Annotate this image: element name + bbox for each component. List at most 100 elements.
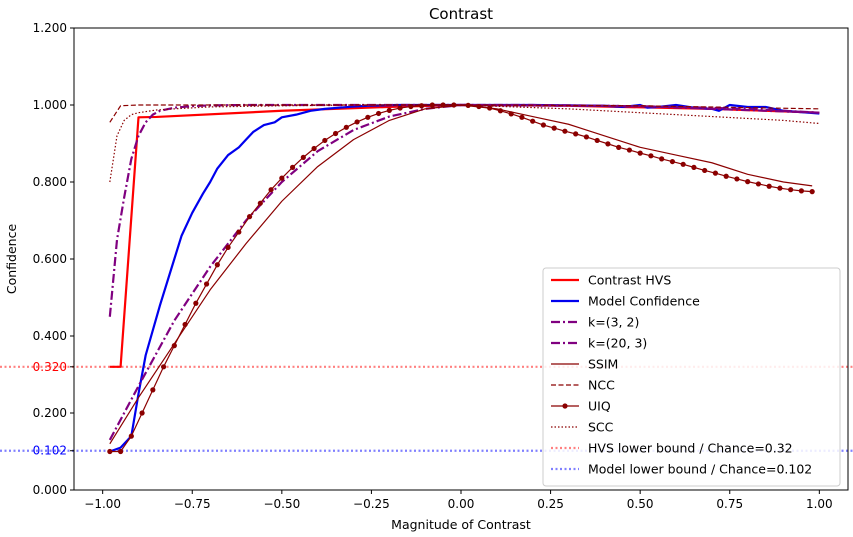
point-uiq bbox=[540, 122, 547, 128]
legend: Contrast HVS Model Confidence k=(3, 2) k=(2… bbox=[542, 267, 841, 487]
x-tick-label: −1.00 bbox=[84, 497, 121, 511]
y-tick-label-extra: 0.320 bbox=[33, 360, 67, 374]
y-tick-label: 1.000 bbox=[33, 98, 67, 112]
point-uiq bbox=[203, 281, 210, 287]
point-uiq bbox=[626, 147, 633, 153]
y-axis: 0.000 0.200 0.400 0.600 0.800 1.000 1.200 0.320… bbox=[33, 21, 74, 497]
point-uiq bbox=[755, 181, 762, 187]
plot-area bbox=[0, 102, 853, 455]
point-uiq bbox=[343, 124, 349, 130]
legend-entry-scc: SCC bbox=[551, 420, 614, 435]
y-tick-label-extra: 0.102 bbox=[33, 444, 67, 458]
point-uiq bbox=[637, 150, 643, 156]
x-tick-label: 0.25 bbox=[537, 497, 564, 511]
x-axis-label: Magnitude of Contrast bbox=[391, 517, 531, 532]
x-tick-label: 0.75 bbox=[716, 497, 743, 511]
y-tick-label: 0.200 bbox=[33, 406, 67, 420]
series-model-confidence bbox=[109, 103, 820, 453]
point-uiq bbox=[150, 387, 156, 393]
point-uiq bbox=[225, 244, 231, 251]
legend-label: UIQ bbox=[588, 399, 611, 414]
point-uiq bbox=[648, 153, 654, 159]
point-uiq bbox=[117, 448, 124, 455]
point-uiq bbox=[508, 111, 514, 117]
y-axis-label: Confidence bbox=[4, 224, 19, 295]
point-uiq bbox=[107, 448, 113, 455]
legend-label: k=(20, 3) bbox=[588, 336, 647, 351]
point-uiq bbox=[279, 175, 285, 181]
legend-entry-k-3-2: k=(3, 2) bbox=[551, 315, 639, 330]
legend-label: NCC bbox=[588, 378, 615, 393]
y-tick-label: 0.600 bbox=[33, 252, 67, 266]
point-uiq bbox=[788, 187, 794, 193]
point-uiq bbox=[680, 161, 686, 167]
point-uiq bbox=[160, 364, 167, 370]
point-uiq bbox=[594, 137, 600, 144]
point-uiq bbox=[236, 229, 242, 235]
point-uiq bbox=[659, 156, 665, 162]
point-uiq bbox=[214, 262, 220, 268]
point-uiq bbox=[519, 114, 525, 120]
legend-entry-uiq: UIQ bbox=[551, 399, 611, 414]
point-uiq bbox=[182, 321, 188, 328]
legend-label: HVS lower bound / Chance=0.32 bbox=[588, 441, 793, 456]
y-tick-label: 0.400 bbox=[33, 329, 67, 343]
point-uiq bbox=[497, 108, 504, 114]
legend-marker bbox=[562, 403, 568, 409]
point-uiq bbox=[551, 125, 557, 131]
legend-entry-ncc: NCC bbox=[551, 378, 615, 393]
chart-title: Contrast bbox=[429, 5, 493, 23]
point-uiq bbox=[171, 343, 177, 349]
point-uiq bbox=[669, 158, 676, 165]
point-uiq bbox=[616, 144, 622, 150]
point-uiq bbox=[397, 105, 403, 111]
series-ncc bbox=[109, 104, 820, 123]
legend-label: SCC bbox=[588, 420, 614, 435]
point-uiq bbox=[386, 107, 392, 113]
y-tick-label: 0.000 bbox=[33, 483, 67, 497]
point-uiq bbox=[777, 185, 783, 191]
legend-label: Model lower bound / Chance=0.102 bbox=[588, 462, 812, 477]
point-uiq bbox=[745, 179, 751, 185]
legend-label: Model Confidence bbox=[588, 294, 700, 309]
legend-label: k=(3, 2) bbox=[588, 315, 639, 330]
point-uiq bbox=[375, 110, 382, 117]
legend-entry-contrast-hvs: Contrast HVS bbox=[551, 273, 671, 288]
point-uiq bbox=[809, 189, 815, 195]
point-uiq bbox=[487, 105, 493, 111]
point-uiq bbox=[246, 214, 253, 220]
legend-label: Contrast HVS bbox=[588, 273, 671, 288]
x-axis: −1.00 −0.75 −0.50 −0.25 0.00 0.25 0.50 0.75 1.00 bbox=[84, 490, 833, 511]
point-uiq bbox=[562, 128, 568, 134]
x-tick-label: 1.00 bbox=[806, 497, 833, 511]
legend-label: SSIM bbox=[588, 357, 618, 372]
legend-entry-model-confidence: Model Confidence bbox=[551, 294, 700, 309]
x-tick-label: 0.50 bbox=[627, 497, 654, 511]
legend-box bbox=[542, 267, 841, 487]
point-uiq bbox=[712, 170, 719, 176]
legend-entry-hvs-lower-bound-chance-0-32: HVS lower bound / Chance=0.32 bbox=[551, 441, 793, 456]
x-tick-label: 0.00 bbox=[448, 497, 475, 511]
point-uiq bbox=[766, 183, 772, 189]
point-uiq bbox=[723, 173, 729, 179]
point-uiq bbox=[300, 154, 306, 160]
point-uiq bbox=[354, 119, 360, 125]
point-uiq bbox=[311, 145, 317, 152]
point-uiq bbox=[476, 103, 482, 110]
point-uiq bbox=[429, 102, 435, 108]
point-uiq bbox=[139, 410, 145, 416]
point-uiq bbox=[583, 134, 590, 140]
point-uiq bbox=[798, 188, 805, 194]
y-tick-label: 0.800 bbox=[33, 175, 67, 189]
point-uiq bbox=[605, 141, 611, 147]
point-uiq bbox=[365, 114, 371, 120]
x-tick-label: −0.25 bbox=[353, 497, 390, 511]
point-uiq bbox=[691, 164, 697, 170]
point-uiq bbox=[268, 187, 274, 193]
point-uiq bbox=[530, 118, 536, 124]
point-uiq bbox=[734, 176, 740, 182]
legend-entry-ssim: SSIM bbox=[551, 357, 618, 372]
point-uiq bbox=[289, 164, 296, 170]
